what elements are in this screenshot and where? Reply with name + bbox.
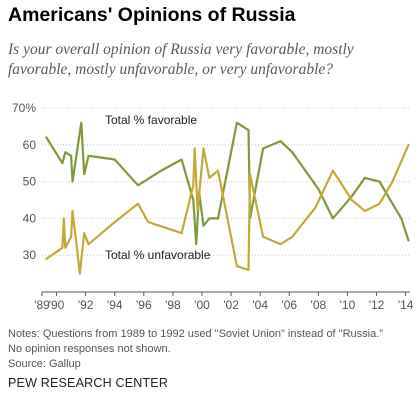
x-tick-label: '14 <box>398 298 414 312</box>
y-tick-label: 30 <box>23 248 37 262</box>
y-tick-label: 60 <box>23 138 37 152</box>
x-tick-label: '89 <box>34 298 50 312</box>
x-tick-label: '06 <box>281 298 297 312</box>
x-tick-label: '08 <box>311 298 327 312</box>
unfavorable-series-label: Total % unfavorable <box>105 248 211 262</box>
footnote-question-wording: Notes: Questions from 1989 to 1992 used … <box>8 328 384 340</box>
footnote-no-opinion: No opinion responses not shown. <box>8 343 171 355</box>
x-tick-label: '04 <box>252 298 268 312</box>
x-tick-label: '94 <box>107 298 123 312</box>
x-tick-label: '92 <box>78 298 94 312</box>
y-tick-label: 70% <box>12 101 36 115</box>
favorable-series-label: Total % favorable <box>105 113 197 127</box>
chart-title: Americans' Opinions of Russia <box>8 4 296 26</box>
organization-label: PEW RESEARCH CENTER <box>8 376 169 390</box>
x-tick-label: '02 <box>223 298 239 312</box>
x-tick-label: '10 <box>340 298 356 312</box>
x-tick-label: '96 <box>136 298 152 312</box>
x-tick-label: '90 <box>49 298 65 312</box>
x-tick-label: '12 <box>369 298 385 312</box>
unfavorable-series-line <box>45 143 410 275</box>
y-tick-label: 50 <box>23 175 37 189</box>
source-note: Source: Gallup <box>8 358 81 370</box>
y-tick-label: 40 <box>23 211 37 225</box>
chart-subtitle: Is your overall opinion of Russia very f… <box>8 41 354 78</box>
favorable-series-line <box>45 121 410 246</box>
x-tick-label: '98 <box>165 298 181 312</box>
x-tick-label: '00 <box>194 298 210 312</box>
